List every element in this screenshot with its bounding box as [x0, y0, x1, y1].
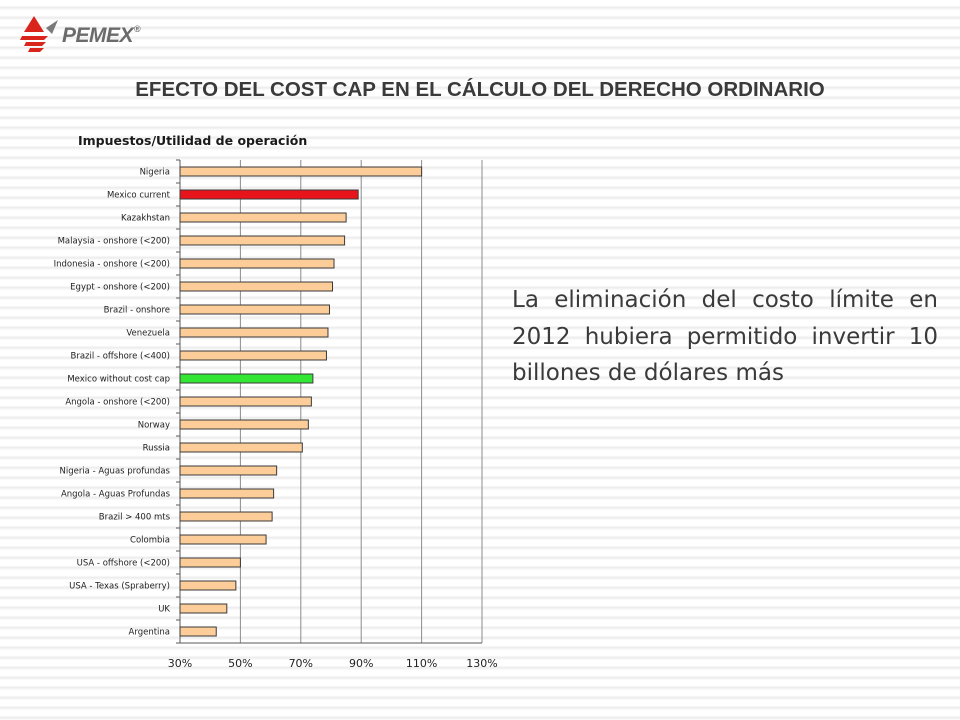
category-label: Norway [138, 421, 170, 431]
bar [179, 419, 309, 430]
x-tick-label: 90% [349, 657, 373, 670]
bar [179, 350, 327, 361]
pemex-logo: PEMEX® [18, 14, 158, 56]
bar [179, 235, 346, 246]
x-tick-label: 50% [228, 657, 252, 670]
bar [179, 396, 312, 407]
bar-chart: Nigeria Mexico current Kazakhstan Malaysia … [54, 159, 498, 670]
category-label: Nigeria - Aguas profundas [59, 467, 170, 477]
slide-title: EFECTO DEL COST CAP EN EL CÁLCULO DEL DE… [135, 78, 825, 101]
category-label: Argentina [129, 628, 170, 638]
bar [179, 327, 329, 338]
category-label: Russia [143, 444, 170, 454]
category-label: Indonesia - onshore (<200) [54, 260, 170, 270]
category-label: USA - Texas (Spraberry) [69, 582, 170, 592]
category-label: Mexico current [107, 191, 171, 201]
bar [179, 465, 278, 476]
bar [179, 534, 267, 545]
pemex-eagle-icon [20, 16, 58, 52]
category-label: Kazakhstan [121, 214, 170, 224]
category-label: Mexico without cost cap [67, 375, 170, 385]
category-label: UK [158, 605, 170, 615]
category-label: USA - offshore (<200) [77, 559, 170, 569]
category-label: Egypt - onshore (<200) [70, 283, 170, 293]
bar [179, 166, 423, 177]
chart-title: Impuestos/Utilidad de operación [78, 133, 308, 148]
bar [179, 373, 314, 384]
bar [179, 442, 303, 453]
category-label: Brazil > 400 mts [99, 513, 171, 523]
bar [179, 626, 217, 637]
bar [179, 511, 273, 522]
x-tick-label: 130% [466, 657, 497, 670]
x-tick-label: 70% [289, 657, 313, 670]
category-label: Colombia [130, 536, 170, 546]
category-label: Angola - onshore (<200) [65, 398, 170, 408]
category-label: Angola - Aguas Profundas [61, 490, 171, 500]
bar [179, 281, 334, 292]
body-text: La eliminación del costo límite en 2012 … [512, 287, 938, 386]
category-label: Brazil - offshore (<400) [71, 352, 170, 362]
x-tick-label: 30% [168, 657, 192, 670]
pemex-logo-text: PEMEX® [62, 24, 141, 47]
bar [179, 557, 241, 568]
bar [179, 304, 330, 315]
bar [179, 580, 237, 591]
bar [179, 212, 347, 223]
bar [179, 189, 359, 200]
category-label: Nigeria [140, 168, 170, 178]
bar [179, 258, 335, 269]
bar [179, 488, 275, 499]
x-tick-label: 110% [406, 657, 437, 670]
category-label: Venezuela [126, 329, 170, 339]
bar [179, 603, 228, 614]
category-label: Brazil - onshore [104, 306, 170, 316]
registered-mark: ® [134, 24, 141, 34]
category-label: Malaysia - onshore (<200) [58, 237, 170, 247]
